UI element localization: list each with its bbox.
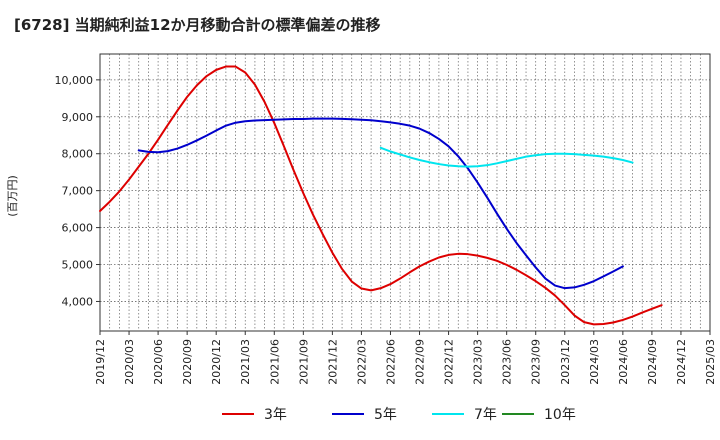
x-tick-label: 2022/03 [355,339,368,385]
y-axis: 4,000 5,000 6,000 7,000 8,000 9,000 10,000 [55,74,100,308]
legend: 3年 5年 7年 10年 [222,407,576,423]
x-tick-label: 2020/12 [210,339,223,385]
legend-label: 5年 [374,407,397,423]
series-line-7年 [379,146,634,168]
y-tick-label: 10,000 [55,74,94,87]
y-tick-label: 9,000 [62,111,94,124]
series-lines [99,65,663,326]
x-axis: 2019/12 2020/03 2020/06 2020/09 2020/12 2021/… [94,331,717,385]
x-tick-label: 2023/03 [472,339,485,385]
y-axis-label: (百万円) [6,175,19,217]
x-tick-label: 2021/06 [268,339,281,385]
y-tick-label: 8,000 [62,148,94,161]
x-tick-label: 2024/03 [588,339,601,385]
legend-label: 10年 [544,407,576,423]
x-tick-label: 2022/09 [414,339,427,385]
x-tick-label: 2021/12 [326,339,339,385]
series-line-5年 [137,117,624,290]
x-tick-label: 2020/09 [181,339,194,385]
y-tick-label: 4,000 [62,295,94,308]
y-tick-label: 6,000 [62,222,94,235]
chart-title: [6728] 当期純利益12か月移動合計の標準偏差の推移 [14,16,381,34]
x-tick-label: 2023/06 [501,339,514,385]
x-tick-label: 2024/09 [646,339,659,385]
legend-label: 7年 [474,407,497,423]
x-tick-label: 2021/09 [297,339,310,385]
x-tick-label: 2019/12 [94,339,107,385]
grid-lines [100,54,710,331]
x-tick-label: 2023/09 [530,339,543,385]
plot-area [99,53,711,332]
y-tick-label: 7,000 [62,185,94,198]
series-line-3年 [99,65,663,326]
x-tick-label: 2022/12 [443,339,456,385]
x-tick-label: 2025/03 [704,339,717,385]
x-tick-label: 2021/03 [239,339,252,385]
y-tick-label: 5,000 [62,259,94,272]
x-tick-label: 2023/12 [559,339,572,385]
x-tick-label: 2024/12 [675,339,688,385]
x-tick-label: 2020/06 [152,339,165,385]
legend-label: 3年 [264,407,287,423]
x-tick-label: 2024/06 [617,339,630,385]
x-tick-label: 2022/06 [384,339,397,385]
x-tick-label: 2020/03 [123,339,136,385]
